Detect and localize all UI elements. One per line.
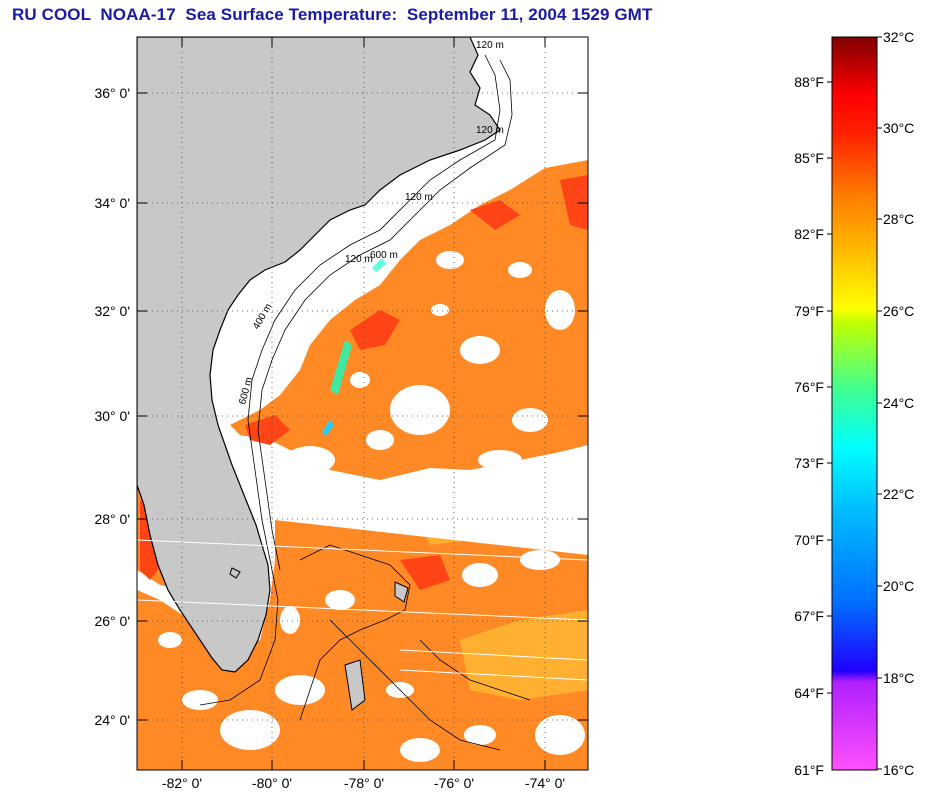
latitude-label: 36° 0' bbox=[94, 85, 130, 101]
longitude-label: -76° 0' bbox=[433, 775, 475, 791]
colorbar-f-label: 61°F bbox=[794, 762, 824, 778]
sst-filament bbox=[322, 258, 386, 436]
colorbar-f-label: 85°F bbox=[794, 150, 824, 166]
isobath-label: 120 m bbox=[476, 125, 504, 136]
map-title: RU COOL NOAA-17 Sea Surface Temperature:… bbox=[12, 5, 653, 24]
colorbar-ticks bbox=[827, 36, 882, 770]
colorbar-f-label: 73°F bbox=[794, 455, 824, 471]
colorbar-c-label: 18°C bbox=[883, 670, 915, 686]
colorbar-f-label: 82°F bbox=[794, 226, 824, 242]
colorbar-c-label: 32°C bbox=[883, 29, 915, 45]
latitude-label: 26° 0' bbox=[94, 613, 130, 629]
graticule bbox=[137, 37, 588, 770]
map-frame bbox=[136, 36, 589, 771]
colorbar-f-label: 70°F bbox=[794, 532, 824, 548]
latitude-label: 30° 0' bbox=[94, 408, 130, 424]
longitude-label: -74° 0' bbox=[524, 775, 566, 791]
land-mass bbox=[137, 37, 501, 673]
latitude-label: 24° 0' bbox=[94, 712, 130, 728]
colorbar-c-label: 22°C bbox=[883, 486, 915, 502]
colorbar bbox=[831, 36, 878, 771]
bahamas-islands bbox=[229, 567, 409, 711]
colorbar-c-label: 30°C bbox=[883, 120, 915, 136]
latitude-label: 28° 0' bbox=[94, 511, 130, 527]
colorbar-c-label: 24°C bbox=[883, 395, 915, 411]
longitude-label: -80° 0' bbox=[251, 775, 293, 791]
colorbar-c-label: 26°C bbox=[883, 303, 915, 319]
isobath-label: 120 m bbox=[405, 192, 433, 203]
isobath-label: 120 m bbox=[476, 40, 504, 51]
sst-warm-patches bbox=[140, 175, 588, 590]
colorbar-f-label: 76°F bbox=[794, 379, 824, 395]
cloud-mask bbox=[158, 251, 588, 762]
longitude-label: -82° 0' bbox=[161, 775, 203, 791]
latitude-label: 32° 0' bbox=[94, 303, 130, 319]
colorbar-c-label: 20°C bbox=[883, 578, 915, 594]
colorbar-f-label: 64°F bbox=[794, 685, 824, 701]
latitude-label: 34° 0' bbox=[94, 195, 130, 211]
colorbar-f-label: 79°F bbox=[794, 303, 824, 319]
isobath-label: 120 m bbox=[345, 254, 373, 265]
colorbar-c-label: 28°C bbox=[883, 211, 915, 227]
isobath-label: 600 m bbox=[370, 250, 398, 261]
scan-lines bbox=[137, 539, 588, 681]
map-area: 120 m 120 m 120 m 400 m 600 m 600 m 120 … bbox=[137, 37, 588, 770]
axis-ticks bbox=[137, 37, 588, 770]
colorbar-f-label: 88°F bbox=[794, 74, 824, 90]
isobath-contours bbox=[199, 54, 531, 751]
longitude-label: -78° 0' bbox=[343, 775, 385, 791]
colorbar-f-label: 67°F bbox=[794, 608, 824, 624]
colorbar-c-label: 16°C bbox=[883, 762, 915, 778]
